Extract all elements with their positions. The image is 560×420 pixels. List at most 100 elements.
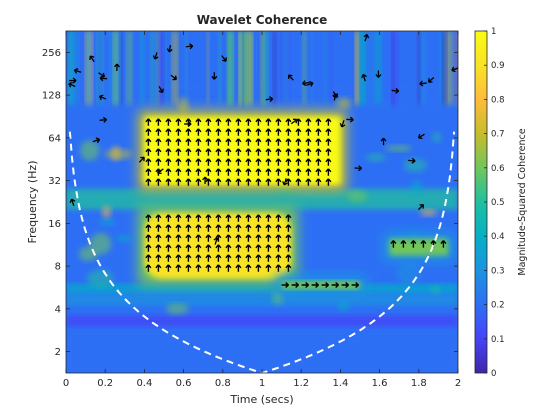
x-axis-label: Time (secs) xyxy=(229,393,293,406)
phase-arrow-shape xyxy=(225,264,232,272)
phase-arrow-shape xyxy=(305,118,312,126)
texture-streak xyxy=(360,31,367,105)
phase-arrow-shape xyxy=(301,281,310,289)
phase-arrow xyxy=(175,118,182,126)
phase-arrow xyxy=(265,148,272,156)
texture-blob xyxy=(403,158,427,172)
phase-arrow-shape xyxy=(315,178,322,186)
phase-arrow-shape xyxy=(145,254,152,262)
phase-arrow-shape xyxy=(165,158,172,166)
coherence-region xyxy=(281,280,360,290)
phase-arrow xyxy=(215,118,222,126)
phase-arrow xyxy=(185,224,192,232)
phase-arrow-shape xyxy=(225,158,232,166)
phase-arrow xyxy=(185,234,192,242)
phase-arrow xyxy=(195,138,202,146)
y-tick-label: 256 xyxy=(42,48,61,59)
texture-blob xyxy=(116,234,131,243)
phase-arrow-shape xyxy=(265,234,272,242)
phase-arrow xyxy=(295,138,302,146)
phase-arrow-shape xyxy=(205,254,212,262)
phase-arrow-shape xyxy=(215,254,222,262)
phase-arrow xyxy=(157,168,164,174)
phase-arrow xyxy=(73,68,82,74)
phase-arrow xyxy=(265,254,272,262)
texture-streak xyxy=(156,31,160,105)
phase-arrow-shape xyxy=(285,244,292,252)
phase-arrow xyxy=(145,244,152,252)
phase-arrow-shape xyxy=(69,198,76,207)
phase-arrow xyxy=(311,281,320,289)
phase-arrow xyxy=(285,264,292,272)
phase-arrow-shape xyxy=(145,148,152,156)
phase-arrow-shape xyxy=(195,214,202,222)
texture-band xyxy=(66,315,458,327)
x-tick-label: 0 xyxy=(63,378,69,389)
phase-arrow-shape xyxy=(285,214,292,222)
colorbar-tick-label: 0.5 xyxy=(491,198,505,208)
phase-arrow xyxy=(175,234,182,242)
colorbar-tick-label: 0.3 xyxy=(491,266,505,276)
phase-arrow-shape xyxy=(157,168,164,174)
phase-arrow xyxy=(195,118,202,126)
phase-arrow xyxy=(145,264,152,272)
texture-band xyxy=(66,335,458,370)
phase-arrow-shape xyxy=(225,138,232,146)
phase-arrow-shape xyxy=(165,254,172,262)
phase-arrow-shape xyxy=(215,118,222,126)
phase-arrow xyxy=(418,204,425,211)
phase-arrow-shape xyxy=(275,118,282,126)
phase-arrow-shape xyxy=(285,158,292,166)
texture-streak xyxy=(259,31,262,105)
phase-arrow-shape xyxy=(235,178,242,186)
phase-arrow-shape xyxy=(410,240,417,248)
phase-arrow xyxy=(265,118,272,126)
phase-arrow xyxy=(245,148,252,156)
phase-arrow-shape xyxy=(195,224,202,232)
phase-arrow xyxy=(68,81,76,88)
texture-streak xyxy=(331,31,335,105)
phase-arrow xyxy=(255,148,262,156)
phase-arrow-shape xyxy=(255,244,262,252)
phase-arrow-shape xyxy=(285,234,292,242)
texture-streak xyxy=(257,31,260,105)
phase-arrow-shape xyxy=(420,240,427,248)
phase-arrow xyxy=(245,158,252,166)
phase-arrow-shape xyxy=(325,148,332,156)
phase-arrow-shape xyxy=(245,148,252,156)
y-tick-label: 32 xyxy=(48,176,61,187)
phase-arrow-shape xyxy=(215,214,222,222)
phase-arrow-shape xyxy=(185,178,192,186)
phase-arrow-shape xyxy=(235,158,242,166)
phase-arrow-shape xyxy=(158,86,164,94)
texture-streak xyxy=(391,31,398,105)
phase-arrow-shape xyxy=(145,118,152,126)
phase-arrow xyxy=(245,214,252,222)
phase-arrow xyxy=(195,128,202,136)
phase-arrow-shape xyxy=(235,234,242,242)
phase-arrow-shape xyxy=(205,244,212,252)
phase-arrow xyxy=(400,240,407,248)
phase-arrow-shape xyxy=(245,224,252,232)
phase-arrow xyxy=(170,74,177,81)
phase-arrow-shape xyxy=(235,138,242,146)
phase-arrow-shape xyxy=(275,158,282,166)
coherence-region xyxy=(389,238,449,256)
phase-arrow-shape xyxy=(145,128,152,136)
phase-arrow xyxy=(255,254,262,262)
phase-arrow xyxy=(245,168,252,176)
phase-arrow-shape xyxy=(315,158,322,166)
phase-arrow xyxy=(145,254,152,262)
phase-arrow xyxy=(152,52,159,60)
phase-arrow xyxy=(175,214,182,222)
phase-arrow xyxy=(440,240,447,248)
phase-arrow xyxy=(419,80,427,87)
phase-arrow-shape xyxy=(205,128,212,136)
phase-arrow xyxy=(215,224,222,232)
phase-arrow-shape xyxy=(255,234,262,242)
phase-arrow-shape xyxy=(185,264,192,272)
phase-arrow-shape xyxy=(245,118,252,126)
phase-arrow-shape xyxy=(255,254,262,262)
phase-arrow xyxy=(285,158,292,166)
texture-streak xyxy=(126,31,133,105)
